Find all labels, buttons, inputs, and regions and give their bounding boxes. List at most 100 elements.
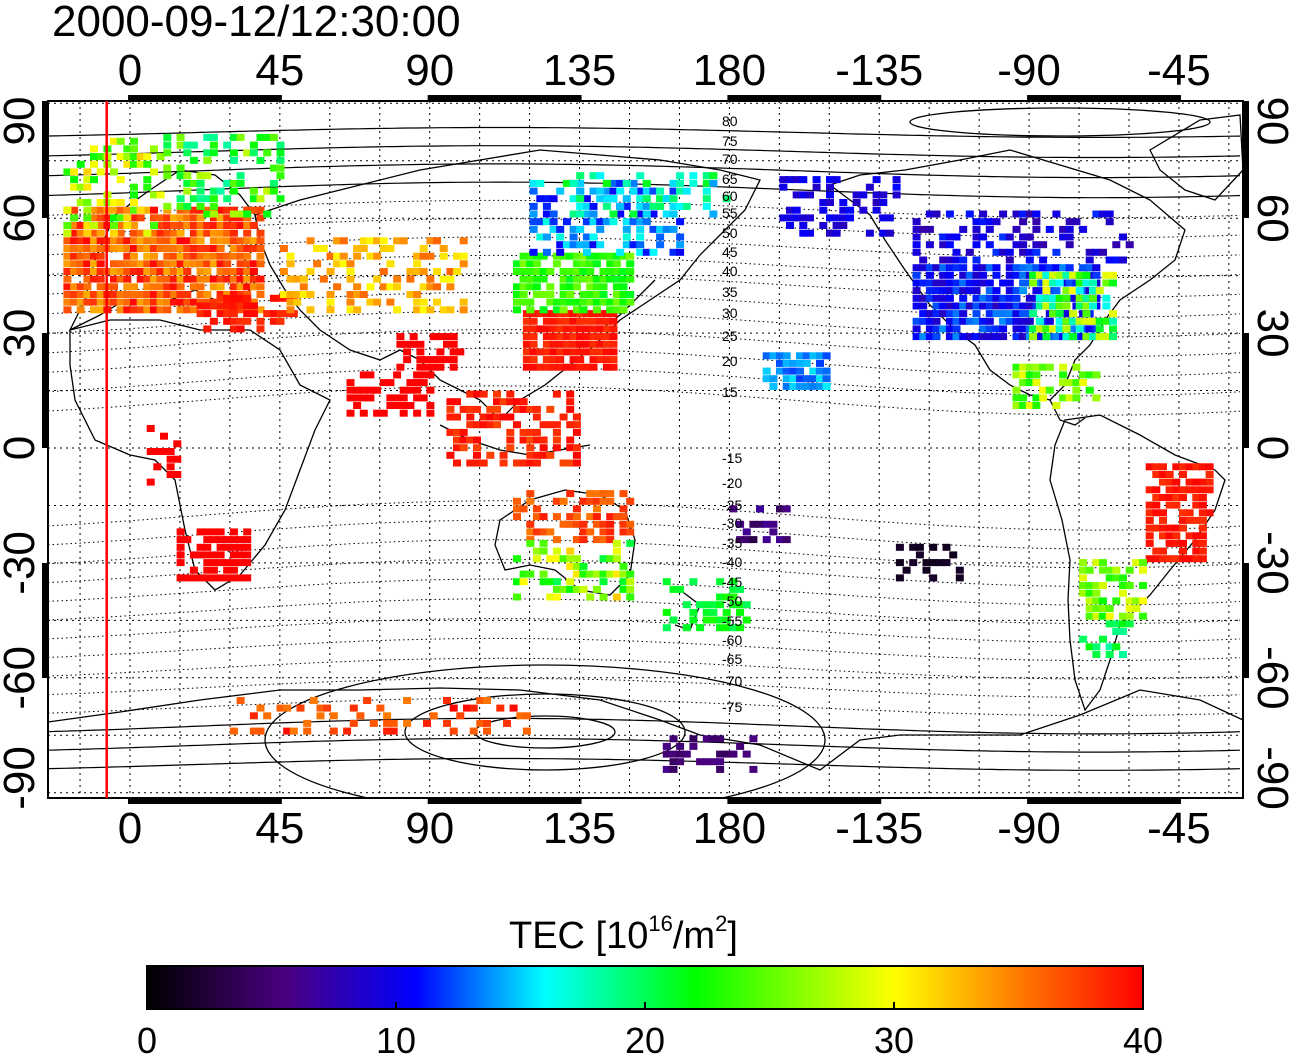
tec-cell [379, 409, 388, 417]
tec-cell [70, 283, 79, 291]
tec-cell [1205, 509, 1214, 517]
tec-cell [602, 195, 611, 203]
tec-cell [283, 310, 292, 318]
tec-cell [1145, 532, 1154, 540]
tec-cell [243, 237, 252, 245]
tec-cell [1039, 264, 1048, 272]
tec-cell [176, 291, 185, 298]
tec-cell [549, 340, 558, 348]
tec-cell [143, 298, 152, 306]
contour-line [48, 329, 1241, 358]
tec-cell [189, 551, 198, 559]
tec-cell [166, 455, 175, 463]
tec-cell [779, 176, 788, 184]
tec-cell [952, 256, 961, 264]
tec-cell [130, 268, 138, 275]
tec-cell [542, 363, 551, 371]
tec-cell [150, 222, 158, 229]
tec-cell [1119, 620, 1127, 628]
tec-cell [163, 291, 172, 298]
tec-cell [959, 310, 968, 318]
tec-cell [216, 214, 225, 222]
tec-cell [589, 310, 598, 318]
tec-cell [256, 260, 265, 268]
tec-cell [526, 444, 535, 452]
tec-cell [156, 229, 165, 237]
tec-cell [945, 325, 954, 333]
tec-cell [609, 210, 618, 218]
tec-cell [110, 291, 118, 298]
tec-cell [1019, 363, 1028, 371]
tec-cell [1012, 225, 1021, 233]
tec-cell [1105, 256, 1114, 264]
tec-cell [1179, 494, 1187, 501]
tec-cell [276, 294, 285, 302]
tec-cell [642, 218, 651, 226]
tec-cell [1069, 271, 1078, 279]
tec-cell [203, 291, 212, 298]
tec-cell [1059, 371, 1068, 379]
tec-cell [373, 275, 382, 283]
tec-cell [203, 245, 212, 252]
tec-cell [379, 268, 388, 275]
axis-scale-bar [730, 95, 880, 101]
tec-cell [959, 264, 968, 272]
tec-cell [616, 187, 625, 195]
tec-cell [566, 268, 575, 275]
tec-cell [636, 248, 645, 256]
tec-cell [546, 291, 555, 298]
tec-cell [536, 310, 545, 318]
tec-cell [985, 302, 994, 310]
tec-cell [413, 252, 422, 260]
tec-cell [209, 149, 218, 157]
tec-cell [939, 233, 948, 241]
tec-cell [76, 252, 85, 260]
tec-cell [1089, 279, 1097, 287]
tec-cell [429, 712, 438, 720]
tec-cell [972, 317, 981, 325]
tec-cell [256, 317, 265, 325]
tec-cell [952, 233, 961, 241]
tec-cell [1145, 539, 1154, 547]
tec-cell [959, 294, 968, 302]
tec-cell [1032, 248, 1041, 256]
tec-cell [223, 298, 232, 306]
tec-cell [1165, 494, 1174, 501]
tec-cell [1025, 256, 1034, 264]
tec-cell [389, 727, 398, 735]
tec-cell [123, 260, 132, 268]
tec-cell [529, 310, 538, 318]
tec-cell [676, 750, 685, 758]
tec-cell [446, 405, 455, 413]
tec-cell [669, 585, 678, 593]
tec-cell [1185, 516, 1194, 524]
tec-cell [506, 398, 515, 406]
tec-cell [532, 459, 541, 467]
tec-cell [542, 218, 551, 226]
tec-cell [63, 268, 72, 275]
tec-cell [243, 214, 252, 222]
tec-cell [702, 601, 711, 609]
tec-cell [562, 348, 571, 356]
tec-cell [776, 352, 784, 360]
contour-value-label: -55 [722, 613, 742, 629]
contour-value-label: 55 [722, 205, 738, 221]
tec-cell [562, 340, 571, 348]
tec-cell [602, 218, 611, 226]
tec-cell [163, 275, 172, 283]
tec-cell [542, 210, 551, 218]
tec-cell [143, 229, 152, 237]
tec-cell [1059, 225, 1068, 233]
tec-cell [1198, 501, 1207, 509]
tec-cell [1112, 620, 1121, 628]
tec-cell [599, 268, 608, 275]
tec-cell [1079, 635, 1088, 643]
tec-cell [203, 302, 212, 310]
tec-cell [556, 233, 565, 241]
tec-cell [1089, 302, 1097, 310]
tec-cell [70, 176, 79, 184]
tec-cell [216, 559, 225, 567]
tec-cell [832, 214, 841, 222]
tec-cell [433, 298, 441, 306]
tec-cell [356, 712, 365, 720]
